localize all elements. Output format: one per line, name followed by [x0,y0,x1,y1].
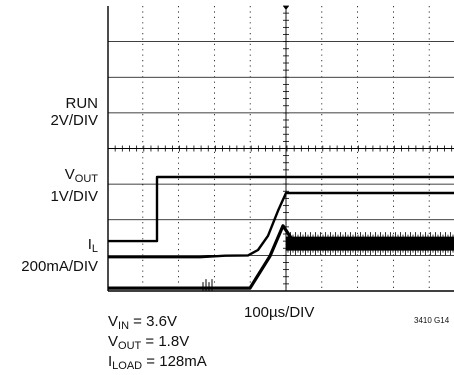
run-channel-name: RUN [65,95,99,112]
vout-label: VOUT 1V/DIV [50,166,98,205]
x-axis-label: 100µs/DIV [244,304,315,321]
trace-il-noise [202,279,213,292]
condition-iload: ILOAD = 128mA [108,353,207,372]
il-channel-name: IL [87,236,98,255]
vout-marker [449,242,454,249]
il-channel-scale: 200mA/DIV [21,258,98,275]
trace-il-ripple-edges [287,232,454,256]
il-label: IL 200mA/DIV [21,236,98,275]
trace-il-ripple [286,236,454,251]
trigger-marker [283,6,289,10]
trace-run [108,175,454,243]
condition-vout: VOUT = 1.8V [108,333,190,352]
condition-vin: VIN = 3.6V [108,313,177,332]
vout-channel-name: VOUT [64,166,98,185]
trace-vout [108,191,454,259]
graph-id: 3410 G14 [414,316,450,325]
traces [108,175,454,292]
run-channel-scale: 2V/DIV [50,112,98,129]
vout-channel-scale: 1V/DIV [50,188,98,205]
run-label: RUN 2V/DIV [50,95,98,129]
